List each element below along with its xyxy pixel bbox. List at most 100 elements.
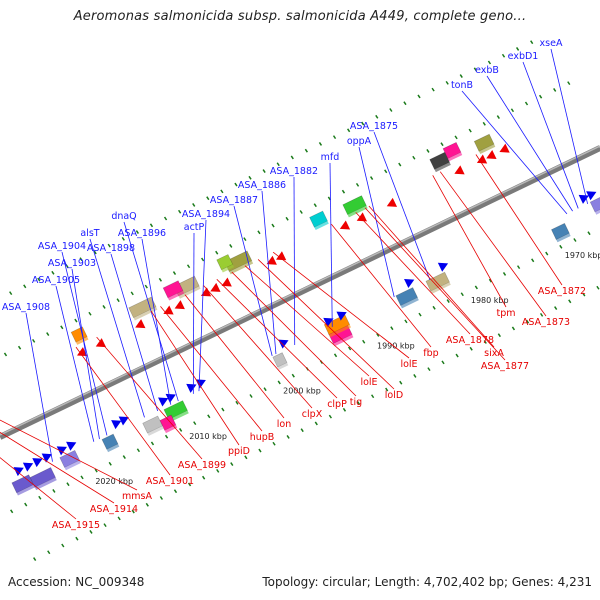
tick-mark	[207, 414, 211, 419]
tick-mark	[178, 209, 182, 214]
forward-feature-block-top	[64, 460, 81, 471]
kbp-label: 2000 kbp	[283, 387, 321, 396]
forward-label-leader	[373, 131, 431, 281]
forward-gene-arrow	[437, 262, 449, 272]
forward-feature-block	[101, 433, 120, 453]
forward-gene-label: ASA_1904	[38, 241, 86, 252]
forward-gene-arrow	[22, 462, 34, 472]
tick-mark	[286, 435, 290, 439]
tick-mark	[216, 468, 220, 473]
reverse-gene-label: lolE	[360, 377, 377, 388]
reverse-feature-block-top	[314, 220, 329, 231]
forward-feature-block	[11, 474, 35, 496]
reverse-label-leader	[355, 212, 471, 335]
tick-mark	[46, 332, 50, 337]
reverse-gene-arrow-head	[200, 287, 212, 297]
tick-mark	[149, 223, 154, 228]
forward-gene-arrow-head	[586, 191, 597, 201]
tick-mark	[285, 216, 289, 221]
reverse-gene-arrow	[276, 251, 287, 261]
tick-mark	[47, 550, 51, 555]
forward-feature-block-top	[430, 282, 451, 294]
reverse-label-leader	[216, 279, 338, 399]
tick-mark	[229, 244, 233, 248]
reverse-gene-arrow-head	[356, 212, 368, 222]
forward-gene-arrow-head	[323, 317, 334, 327]
tick-mark	[530, 40, 534, 45]
forward-gene-arrow	[336, 311, 347, 321]
forward-gene-arrow	[186, 383, 197, 393]
reverse-label-leader	[75, 346, 171, 476]
tick-mark	[9, 291, 13, 296]
tick-mark	[136, 448, 141, 453]
tick-mark	[304, 148, 308, 153]
forward-gene-arrow-head	[158, 397, 169, 407]
tick-mark	[538, 94, 543, 99]
tick-mark	[446, 299, 450, 303]
tick-mark	[426, 149, 430, 153]
forward-gene-arrow-head	[118, 416, 129, 426]
tick-mark	[173, 489, 178, 494]
reverse-gene-label: ASA_1899	[178, 460, 226, 471]
tick-mark	[445, 80, 449, 85]
tick-mark	[432, 305, 436, 310]
reverse-gene-arrow-head	[95, 338, 107, 348]
forward-gene-arrow-head	[22, 462, 34, 472]
forward-label-leader	[329, 162, 333, 327]
forward-gene-label: ASA_1898	[87, 243, 135, 254]
forward-label-leader	[293, 176, 296, 345]
forward-gene-arrow	[56, 446, 67, 456]
tick-mark	[193, 421, 197, 426]
reverse-gene-arrow	[266, 255, 277, 265]
reverse-gene-label: ppiD	[228, 446, 250, 457]
reverse-feature-block-top	[133, 306, 158, 321]
tick-mark	[389, 108, 393, 112]
reverse-gene-arrow-head	[266, 255, 277, 265]
tick-mark	[483, 340, 487, 344]
tick-mark	[488, 278, 493, 283]
forward-gene-label: ASA_1887	[210, 195, 258, 206]
forward-gene-label: oppA	[347, 136, 372, 147]
tick-mark	[80, 475, 84, 480]
reverse-feature-block	[442, 141, 463, 162]
tick-mark	[201, 257, 205, 262]
tick-mark	[130, 291, 134, 296]
tick-mark	[277, 380, 281, 385]
reverse-feature-block	[309, 210, 329, 231]
forward-feature-block-top	[168, 410, 189, 423]
tick-mark	[187, 482, 192, 487]
reverse-gene-label: sixA	[484, 348, 504, 359]
tick-mark	[417, 94, 421, 99]
tick-mark	[17, 345, 22, 350]
tick-mark	[418, 312, 422, 317]
tick-mark	[355, 182, 360, 187]
forward-gene-label: xseA	[540, 38, 563, 49]
reverse-gene-label: clpX	[302, 409, 323, 420]
forward-gene-arrow	[158, 397, 169, 407]
reverse-feature-block-face	[216, 254, 234, 271]
tick-mark	[75, 536, 79, 541]
forward-label-leader	[261, 190, 277, 355]
forward-gene-arrow	[111, 420, 122, 430]
tick-mark	[271, 223, 275, 228]
forward-label-leader	[461, 90, 568, 215]
reverse-gene-arrow	[221, 277, 232, 287]
reverse-gene-arrow	[210, 282, 221, 292]
reverse-gene-arrow	[454, 165, 465, 175]
tick-mark	[88, 311, 92, 316]
tick-mark	[375, 114, 379, 119]
forward-feature-block-top	[400, 297, 419, 309]
reverse-gene-arrow-head	[454, 165, 465, 175]
tick-mark	[361, 121, 365, 126]
reverse-feature-block	[128, 296, 158, 321]
reverse-label-leader	[96, 336, 203, 460]
tick-mark	[158, 277, 163, 282]
tick-mark	[262, 169, 266, 173]
tick-mark	[545, 251, 549, 256]
tick-mark	[342, 407, 347, 412]
tick-mark	[554, 306, 558, 311]
tick-mark	[24, 502, 28, 507]
forward-gene-arrow-head	[437, 262, 449, 272]
tick-mark	[313, 203, 317, 208]
reverse-gene-label: ASA_1878	[446, 335, 494, 346]
